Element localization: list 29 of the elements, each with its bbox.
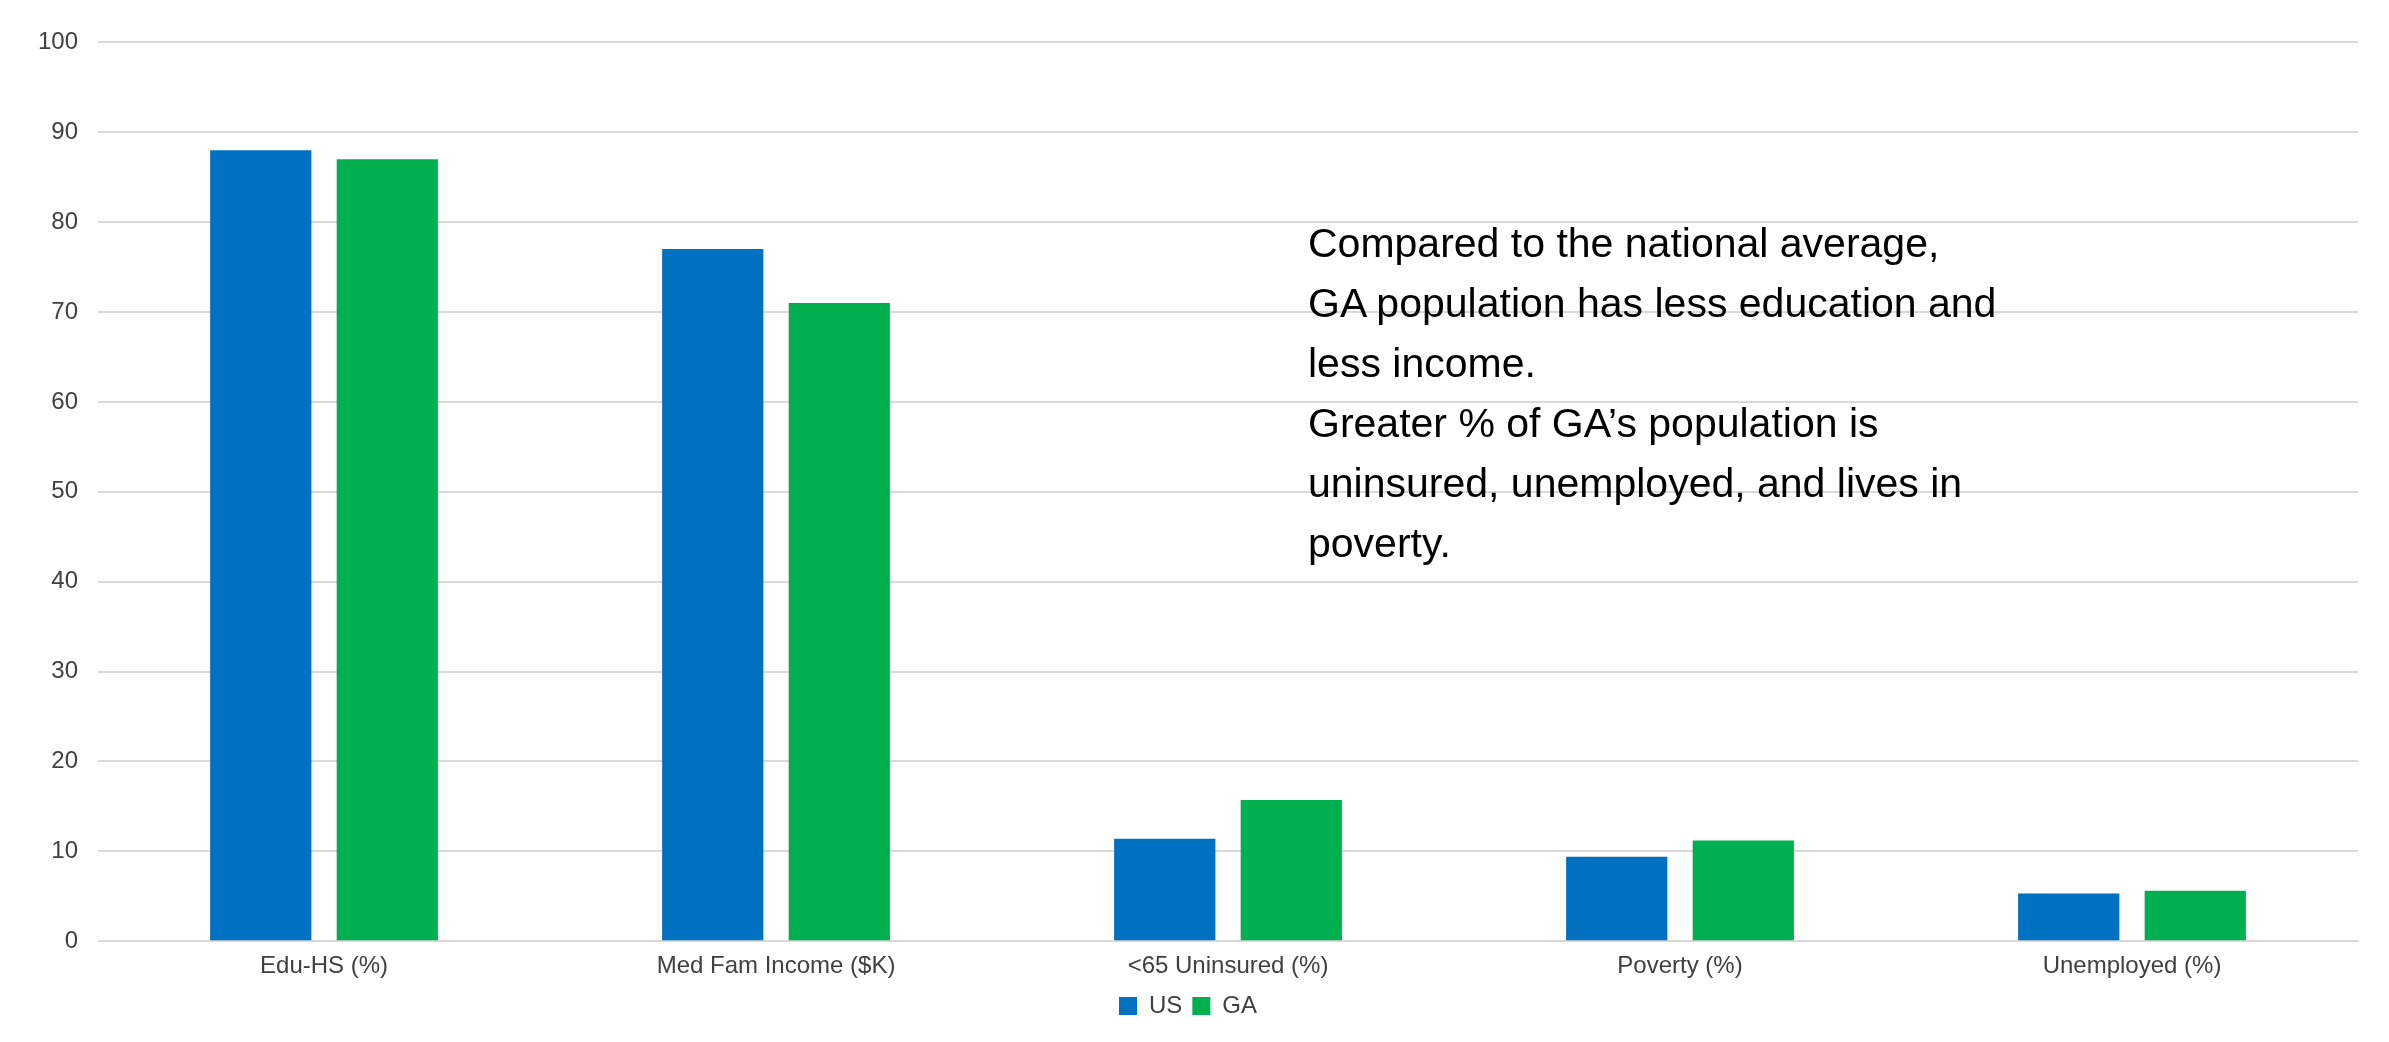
bar [1240, 800, 1342, 941]
bar [1114, 838, 1216, 941]
y-tick-label: 60 [51, 386, 79, 414]
x-tick-label: Unemployed (%) [2042, 951, 2222, 979]
y-tick-label: 50 [51, 476, 79, 504]
y-tick-label: 30 [51, 656, 79, 684]
bar [788, 303, 890, 941]
x-tick-label: Poverty (%) [1617, 951, 1743, 979]
y-tick-label: 20 [51, 746, 79, 774]
legend-label: GA [1222, 990, 1258, 1018]
bar [1566, 856, 1668, 941]
x-tick-label: <65 Uninsured (%) [1127, 951, 1329, 979]
bar [2144, 890, 2246, 941]
bar [336, 159, 438, 941]
y-tick-label: 100 [38, 27, 79, 55]
y-tick-label: 70 [51, 296, 79, 324]
x-tick-label: Med Fam Income ($K) [656, 951, 896, 979]
bar [2018, 893, 2120, 941]
y-tick-label: 40 [51, 566, 79, 594]
legend-label: US [1148, 990, 1183, 1018]
bar [662, 249, 764, 941]
bar [210, 150, 312, 941]
y-tick-label: 0 [64, 925, 79, 953]
bar [1692, 840, 1794, 941]
x-tick-label: Edu-HS (%) [260, 951, 389, 979]
y-tick-label: 80 [51, 206, 79, 234]
y-tick-label: 10 [51, 835, 79, 863]
y-tick-label: 90 [51, 116, 79, 144]
annotation: Compared to the national average, GA population has less education and less income. Greater % of GA’s population is uninsured, unemployed, and lives in poverty. [1308, 219, 1997, 568]
